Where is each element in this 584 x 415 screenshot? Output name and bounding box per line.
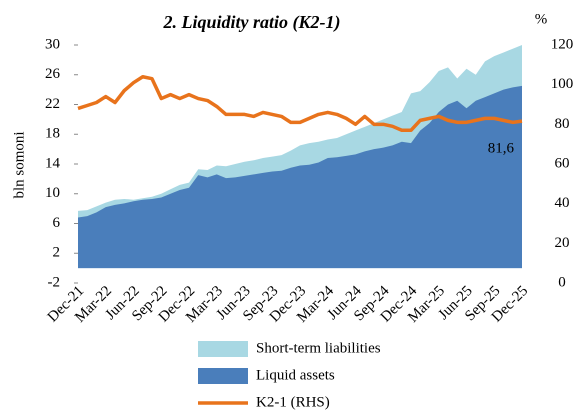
- y-axis-label: bln somoni: [11, 131, 27, 198]
- y-tick-label: 2: [53, 245, 61, 261]
- legend-swatch: [198, 368, 248, 384]
- line: [77, 74, 523, 133]
- y-tick-label: -2: [48, 274, 61, 290]
- y-tick-label: 26: [45, 66, 61, 82]
- chart-title: 2. Liquidity ratio (K2-1): [163, 12, 341, 33]
- legend-label: Liquid assets: [256, 367, 335, 383]
- y2-tick-label: 120: [551, 36, 574, 52]
- y-tick-label: 10: [45, 185, 60, 201]
- y2-tick-label: 0: [558, 274, 566, 290]
- y2-axis-label: %: [535, 11, 548, 27]
- y-tick-label: 22: [45, 96, 60, 112]
- y-tick-label: 30: [45, 36, 60, 52]
- data-label: 81,6: [488, 141, 515, 157]
- y-tick-label: 6: [53, 215, 61, 231]
- legend-label: Short-term liabilities: [256, 340, 381, 356]
- y2-tick-label: 100: [551, 76, 574, 92]
- y2-tick-label: 40: [555, 195, 570, 211]
- legend-swatch: [198, 341, 248, 357]
- y2-tick-label: 20: [555, 235, 570, 251]
- y2-tick-label: 80: [555, 116, 570, 132]
- y-tick-label: 18: [45, 126, 60, 142]
- legend-label: K2-1 (RHS): [256, 394, 330, 410]
- area: [78, 85, 522, 269]
- y-tick-label: 14: [45, 155, 61, 171]
- y2-tick-label: 60: [555, 155, 570, 171]
